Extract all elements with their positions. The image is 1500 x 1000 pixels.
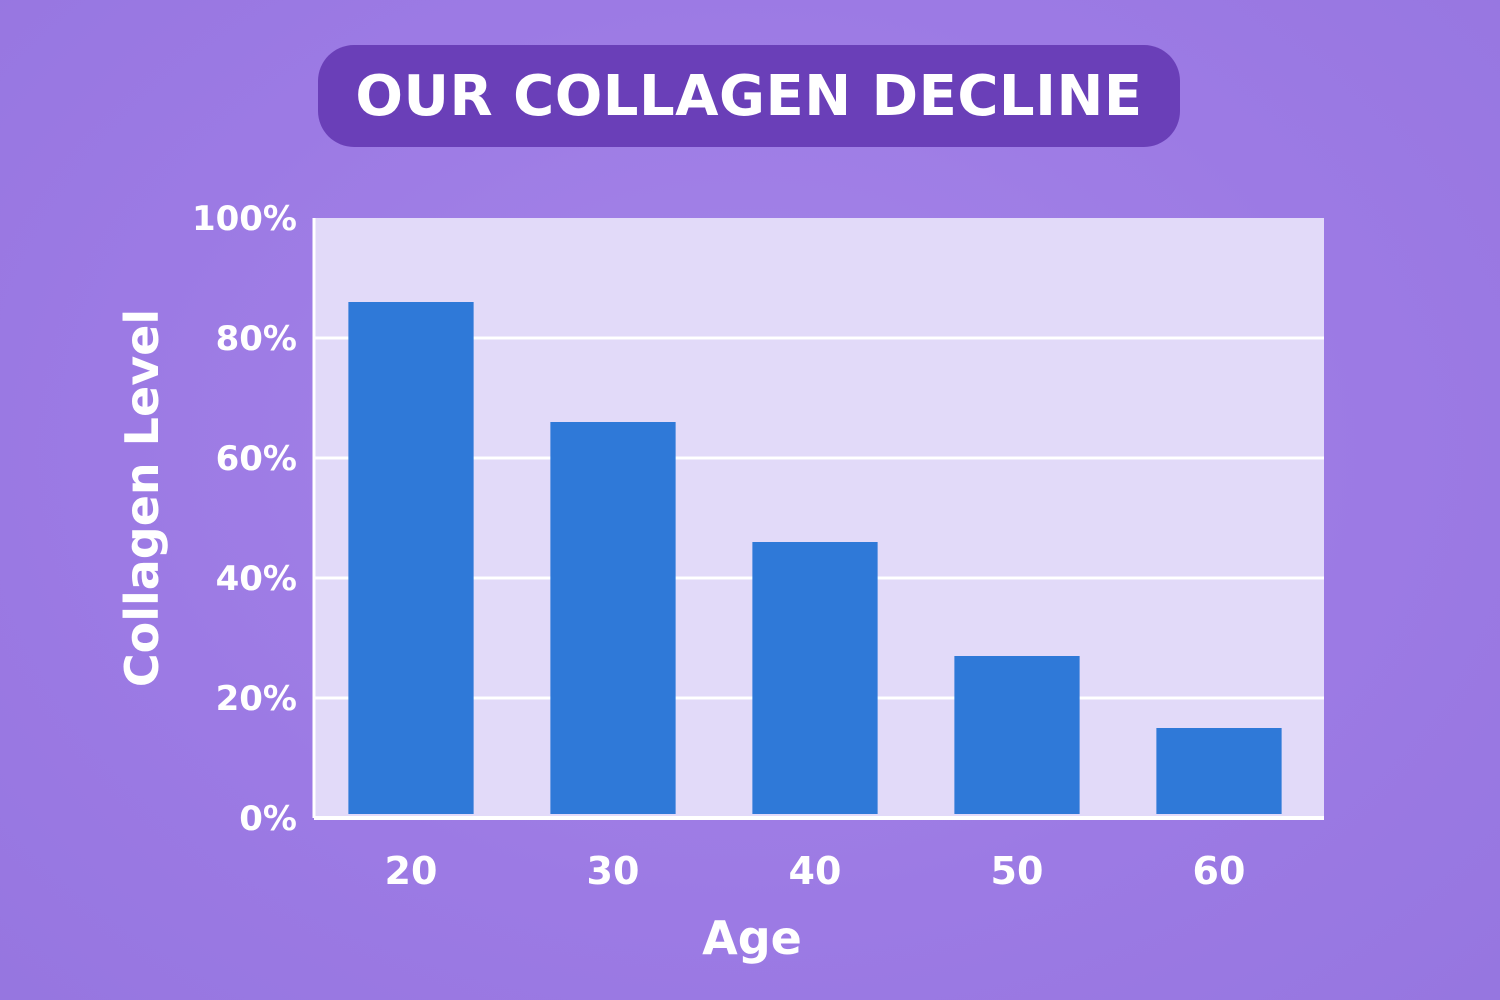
y-tick-labels: 0% 20% 40% 60% 80% 100% xyxy=(192,199,297,839)
bar-age-50 xyxy=(954,656,1080,814)
y-tick-label: 60% xyxy=(216,439,297,479)
bars xyxy=(348,302,1282,814)
x-tick-labels: 20 30 40 50 60 xyxy=(385,849,1246,893)
gridlines xyxy=(314,336,1324,700)
x-tick-label: 20 xyxy=(385,849,438,893)
bar-age-20 xyxy=(348,302,474,814)
chart-title: OUR COLLAGEN DECLINE xyxy=(355,63,1143,129)
y-tick-label: 20% xyxy=(216,679,297,719)
y-tick-label: 100% xyxy=(192,199,297,239)
x-tick-label: 50 xyxy=(991,849,1044,893)
y-tick-label: 40% xyxy=(216,559,297,599)
bar-age-60 xyxy=(1156,728,1282,814)
bar-age-30 xyxy=(550,422,676,814)
x-tick-label: 40 xyxy=(789,849,842,893)
x-axis-title: Age xyxy=(702,911,802,965)
bar-age-40 xyxy=(752,542,878,814)
x-tick-label: 60 xyxy=(1193,849,1246,893)
y-axis-title: Collagen Level xyxy=(115,309,169,687)
y-tick-label: 80% xyxy=(216,319,297,359)
y-tick-label: 0% xyxy=(239,799,297,839)
chart-title-banner: OUR COLLAGEN DECLINE xyxy=(318,45,1180,147)
x-tick-label: 30 xyxy=(587,849,640,893)
